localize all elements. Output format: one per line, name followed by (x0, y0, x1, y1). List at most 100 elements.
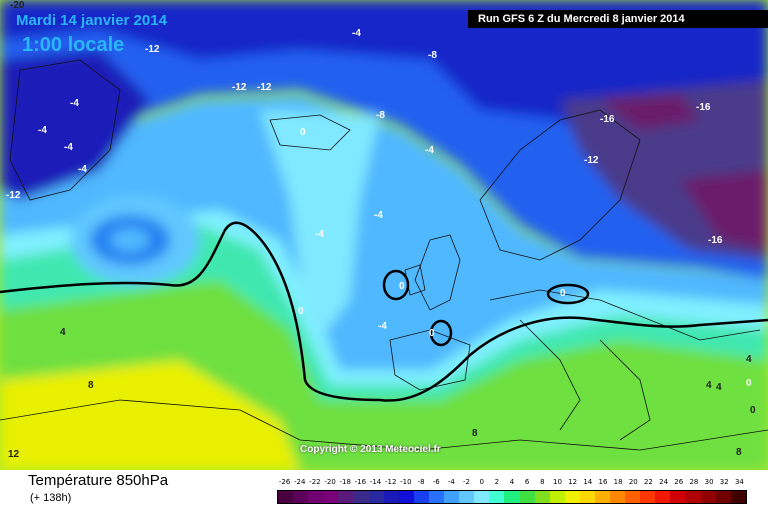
isotherm-label: 8 (736, 447, 742, 458)
isotherm-label: 0 (298, 306, 304, 317)
scale-tick-label: 18 (613, 478, 623, 486)
zone-light-blue (0, 95, 768, 370)
swirl-inner (110, 228, 150, 252)
scale-tick-label: -10 (400, 478, 412, 486)
isotherm-label: 0 (429, 328, 435, 339)
scale-tick-label: -20 (324, 478, 336, 486)
scale-tick-label: -4 (447, 478, 455, 486)
isotherm-labels: -12 -4 -8 -12 -12 -4 -4 -4 -4 -12 -8 0 -… (6, 28, 752, 389)
scale-tick-label: 8 (540, 478, 545, 486)
isotherm-label: -4 (352, 28, 361, 39)
isotherm-label: 0 (399, 281, 405, 292)
isotherm-label: 4 (716, 382, 722, 393)
isotherm-label: 4 (706, 380, 712, 391)
scale-swatch (323, 491, 339, 503)
scale-swatch (685, 491, 701, 503)
scale-tick-label: 26 (674, 478, 684, 486)
scale-swatch (519, 491, 535, 503)
zone-magenta (680, 170, 768, 250)
scale-swatch (444, 491, 460, 503)
scale-tick-label: -6 (432, 478, 440, 486)
zone-green (0, 270, 768, 470)
isotherm-label: 4 (746, 354, 752, 365)
isotherm-label: -16 (600, 114, 615, 125)
scale-tick-label: -8 (417, 478, 425, 486)
zero-isotherm-island-3 (546, 283, 590, 305)
scale-swatch (715, 491, 731, 503)
isotherm-label: -4 (78, 164, 87, 175)
color-scale (277, 490, 747, 504)
isotherm-label: -4 (64, 142, 73, 153)
valid-time: 1:00 locale (22, 34, 125, 56)
scale-swatch (489, 491, 505, 503)
scale-tick-label: 14 (583, 478, 593, 486)
isotherm-label: -12 (6, 190, 21, 201)
isotherm-label: -4 (70, 98, 79, 109)
variable-title: Température 850hPa (28, 472, 169, 489)
scale-tick-label: 22 (643, 478, 653, 486)
scale-swatch (564, 491, 580, 503)
run-info: Run GFS 6 Z du Mercredi 8 janvier 2014 (468, 10, 768, 28)
scale-tick-label: -14 (369, 478, 382, 486)
scale-tick-label: -2 (463, 478, 471, 486)
scale-swatch (353, 491, 369, 503)
isotherm-label: -12 (145, 44, 160, 55)
isotherm-label: 12 (8, 449, 20, 460)
isotherm-label: -4 (425, 145, 434, 156)
isotherm-label: -12 (232, 82, 247, 93)
isotherm-label: 8 (88, 380, 94, 391)
isotherm-label: -12 (257, 82, 272, 93)
isotherm-label: -8 (376, 110, 385, 121)
scale-tick-label: 10 (553, 478, 562, 486)
isotherm-label: -8 (428, 50, 437, 61)
scale-swatch (579, 491, 595, 503)
zone-yellow (0, 360, 300, 470)
isotherm-label: -16 (708, 235, 723, 246)
scale-tick-label: 16 (598, 478, 608, 486)
legend-footer: Température 850hPa (+ 138h) -26 -24 -22 -20… (0, 470, 768, 512)
scale-swatch (534, 491, 550, 503)
isotherm-label: -16 (696, 102, 711, 113)
isotherm-label: -20 (10, 0, 25, 11)
valid-date: Mardi 14 janvier 2014 (16, 12, 167, 29)
isotherm-label: -12 (584, 155, 599, 166)
isotherm-label: 4 (60, 327, 66, 338)
scale-tick-label: 4 (509, 478, 515, 486)
isotherm-label: -4 (374, 210, 383, 221)
isotherm-label: -4 (378, 321, 387, 332)
scale-swatch (610, 491, 626, 503)
coastlines (0, 59, 768, 451)
scale-tick-label: 28 (689, 478, 699, 486)
isotherm-label: -4 (315, 229, 324, 240)
scale-swatch (278, 491, 294, 503)
scale-swatch (368, 491, 384, 503)
scale-swatch (293, 491, 309, 503)
scale-swatch (670, 491, 686, 503)
tongue-cyan (260, 110, 380, 340)
scale-swatch (655, 491, 671, 503)
zone-magenta-norway (600, 95, 700, 130)
scale-swatch (594, 491, 611, 503)
scale-tick-label: 34 (734, 478, 744, 486)
isotherm-labels-warm: 4 8 12 8 4 4 0 4 8 -20 (8, 0, 756, 460)
scale-swatch (504, 491, 520, 503)
lead-time: (+ 138h) (30, 492, 72, 504)
scale-swatch (398, 491, 414, 503)
zero-isotherm (0, 221, 768, 402)
isotherm-label: 0 (750, 405, 756, 416)
scale-swatch (640, 491, 656, 503)
scale-tick-label: -12 (384, 478, 397, 486)
scale-tick-label: 0 (479, 478, 484, 486)
copyright-notice: Copyright © 2013 Meteociel.fr (300, 444, 441, 455)
scale-tick-label: 6 (524, 478, 530, 486)
scale-swatch (413, 491, 429, 503)
isotherm-label: 0 (746, 378, 752, 389)
scale-labels: -26 -24 -22 -20 -18 -16 -14 -12 -10 -8 -6 -4 -2 0 2 4 6 8… (277, 478, 747, 490)
zero-isotherm-island-1 (382, 269, 410, 301)
scale-swatch (308, 491, 324, 503)
scale-swatch (625, 491, 641, 503)
scale-tick-label: -22 (309, 478, 321, 486)
scale-tick-label: 12 (568, 478, 578, 486)
temperature-map: -12 -4 -8 -12 -12 -4 -4 -4 -4 -12 -8 0 -… (0, 0, 768, 470)
scale-swatch (549, 491, 565, 503)
